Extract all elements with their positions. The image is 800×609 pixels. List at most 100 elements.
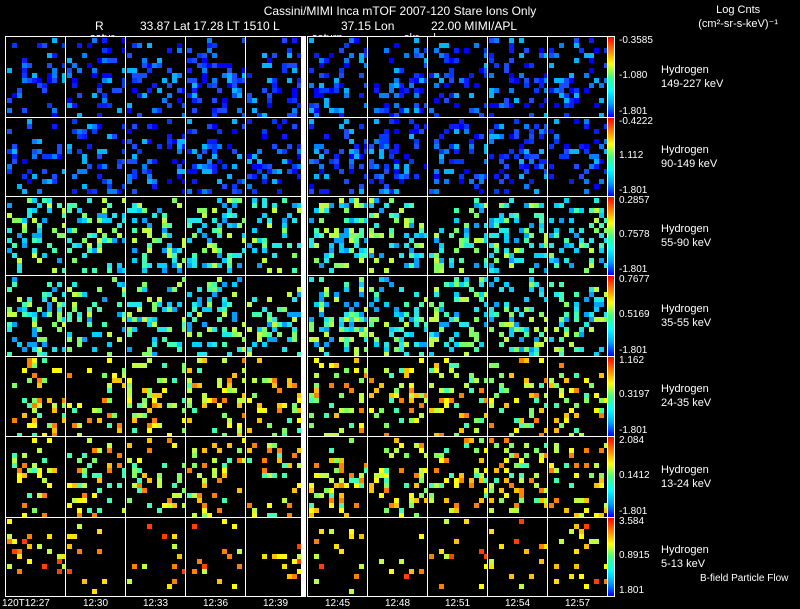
count-pixel: [354, 483, 359, 488]
count-pixel: [469, 93, 474, 98]
count-pixel: [364, 63, 367, 68]
count-pixel: [309, 317, 314, 322]
count-pixel: [297, 352, 302, 356]
count-pixel: [314, 144, 319, 149]
count-pixel: [529, 243, 534, 248]
count-pixel: [287, 53, 292, 58]
count-pixel: [262, 327, 267, 332]
count-pixel: [192, 218, 197, 223]
count-pixel: [529, 408, 534, 413]
count-pixel: [589, 223, 594, 228]
count-pixel: [484, 493, 487, 498]
count-pixel: [334, 228, 339, 233]
count-pixel: [217, 263, 222, 268]
count-pixel: [499, 134, 504, 139]
count-pixel: [122, 292, 125, 297]
count-pixel: [252, 198, 257, 203]
count-pixel: [292, 169, 297, 174]
count-pixel: [252, 238, 257, 243]
count-pixel: [604, 124, 607, 129]
count-pixel: [439, 53, 444, 58]
spectrogram-cell: [65, 356, 126, 437]
count-pixel: [394, 149, 399, 154]
count-pixel: [102, 149, 107, 154]
count-pixel: [384, 103, 389, 108]
count-pixel: [82, 218, 87, 223]
count-pixel: [489, 253, 494, 258]
count-pixel: [242, 398, 245, 403]
count-pixel: [604, 579, 607, 584]
count-pixel: [147, 124, 152, 129]
count-pixel: [27, 378, 32, 383]
count-pixel: [514, 503, 519, 508]
count-pixel: [82, 129, 87, 134]
count-pixel: [217, 179, 222, 184]
count-pixel: [389, 398, 394, 403]
count-pixel: [97, 83, 102, 88]
count-pixel: [529, 574, 534, 579]
count-pixel: [242, 238, 245, 243]
count-pixel: [182, 277, 185, 282]
count-pixel: [459, 342, 464, 347]
count-pixel: [414, 443, 419, 448]
count-pixel: [57, 302, 62, 307]
count-pixel: [314, 233, 319, 238]
count-pixel: [52, 179, 57, 184]
count-pixel: [474, 503, 479, 508]
count-pixel: [464, 443, 469, 448]
count-pixel: [409, 119, 414, 124]
count-pixel: [504, 388, 509, 393]
count-pixel: [309, 238, 314, 243]
count-pixel: [559, 43, 564, 48]
count-pixel: [449, 363, 454, 368]
count-pixel: [354, 368, 359, 373]
count-pixel: [569, 388, 574, 393]
count-pixel: [494, 103, 499, 108]
count-pixel: [182, 258, 185, 263]
count-pixel: [162, 98, 167, 103]
count-pixel: [192, 108, 197, 113]
count-pixel: [459, 428, 464, 433]
count-pixel: [584, 524, 589, 529]
count-pixel: [419, 478, 424, 483]
count-pixel: [247, 458, 252, 463]
count-pixel: [434, 233, 439, 238]
count-pixel: [504, 337, 509, 342]
count-pixel: [27, 363, 32, 368]
count-pixel: [167, 134, 172, 139]
count-pixel: [409, 248, 414, 253]
count-pixel: [47, 73, 52, 78]
count-pixel: [62, 63, 65, 68]
count-pixel: [484, 312, 487, 317]
count-pixel: [92, 233, 97, 238]
count-pixel: [237, 198, 242, 203]
count-pixel: [464, 129, 469, 134]
count-pixel: [202, 223, 207, 228]
count-pixel: [494, 478, 499, 483]
count-pixel: [297, 103, 302, 108]
count-pixel: [112, 213, 117, 218]
count-pixel: [252, 228, 257, 233]
count-pixel: [237, 88, 242, 93]
count-pixel: [389, 189, 394, 194]
count-pixel: [479, 473, 484, 478]
count-pixel: [404, 243, 409, 248]
count-pixel: [344, 129, 349, 134]
count-pixel: [334, 373, 339, 378]
count-pixel: [454, 149, 459, 154]
count-pixel: [97, 124, 102, 129]
count-pixel: [62, 564, 65, 569]
count-pixel: [7, 519, 12, 524]
count-pixel: [42, 198, 47, 203]
count-pixel: [329, 433, 334, 436]
count-pixel: [484, 149, 487, 154]
count-pixel: [102, 398, 107, 403]
count-pixel: [82, 268, 87, 273]
count-pixel: [277, 458, 282, 463]
count-pixel: [384, 203, 389, 208]
count-pixel: [344, 93, 349, 98]
count-pixel: [267, 218, 272, 223]
count-pixel: [77, 483, 82, 488]
count-pixel: [167, 144, 172, 149]
count-pixel: [232, 189, 237, 194]
